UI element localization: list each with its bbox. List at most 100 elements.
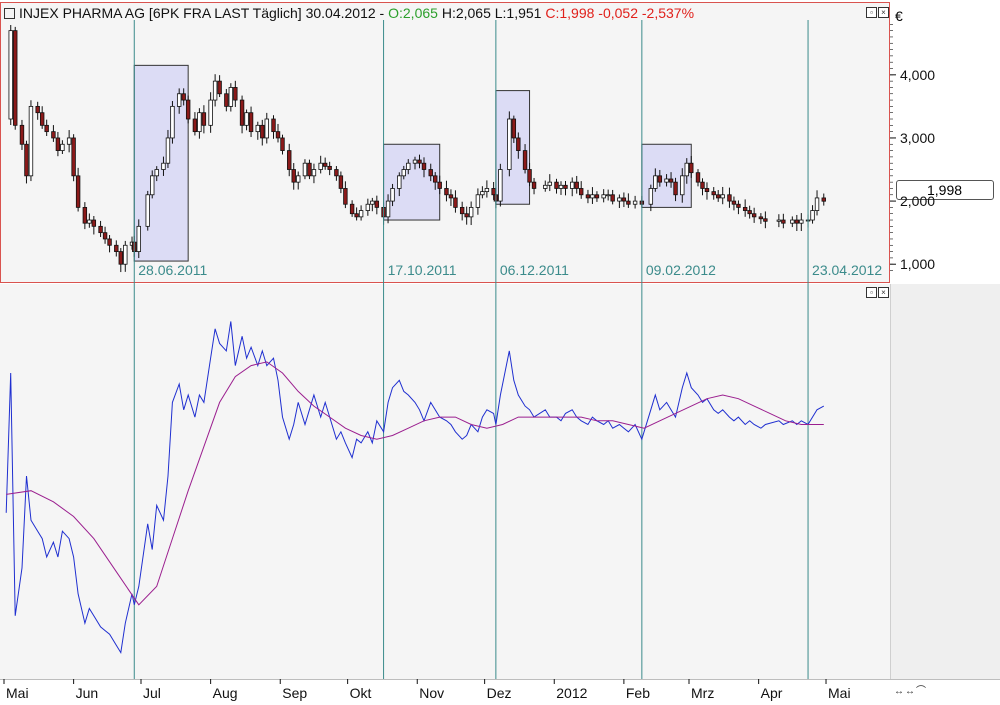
candle: [75, 175, 81, 208]
candle: [680, 175, 685, 196]
currency-label: €: [895, 8, 903, 24]
y-tick-label: 2,000: [900, 193, 935, 209]
candle: [51, 131, 56, 139]
candle: [758, 216, 764, 220]
candle: [185, 99, 191, 120]
candle: [228, 87, 234, 107]
candle: [296, 175, 301, 183]
candle: [55, 137, 61, 151]
candle: [224, 93, 229, 107]
candle: [522, 150, 528, 170]
x-tick-label: Okt: [350, 685, 372, 701]
candle: [711, 191, 716, 196]
candle: [150, 175, 155, 196]
chart-title: INJEX PHARMA AG [6PK FRA LAST Täglich] 3…: [19, 5, 385, 21]
close-value: C:1,998 -0,052 -2,537%: [545, 5, 695, 21]
checkbox-icon[interactable]: [4, 8, 15, 19]
candle: [605, 194, 611, 197]
restore-icon[interactable]: ▫: [866, 287, 877, 298]
candle: [664, 178, 669, 183]
candle: [98, 225, 103, 234]
x-tick-label: Dez: [487, 685, 512, 701]
candle: [201, 112, 207, 126]
candle: [742, 206, 748, 211]
candle: [412, 159, 418, 164]
cycle-date-label: 23.04.2012: [812, 262, 882, 278]
scroll-left-right-icon[interactable]: ↔↔⌒: [894, 686, 927, 697]
candle: [547, 181, 552, 186]
candle: [763, 218, 768, 222]
candle: [695, 172, 701, 183]
candle: [327, 165, 332, 170]
candle: [307, 162, 312, 177]
candle: [814, 197, 820, 211]
y-tick-label: 3,000: [900, 130, 935, 146]
close-icon[interactable]: ×: [878, 7, 889, 18]
candle: [244, 112, 249, 126]
candle: [280, 137, 285, 151]
candle: [233, 87, 238, 101]
candle: [751, 213, 757, 218]
candle: [24, 143, 29, 177]
last-price-badge: 1,998: [896, 180, 994, 200]
candle: [727, 194, 732, 202]
candle: [271, 118, 276, 133]
candle: [437, 181, 442, 189]
candle: [217, 80, 222, 95]
candle: [264, 118, 269, 139]
candle: [287, 150, 292, 170]
candle: [60, 143, 65, 151]
candle: [700, 181, 705, 189]
restore-icon[interactable]: ▫: [866, 7, 877, 18]
candle: [370, 200, 375, 205]
candle: [601, 194, 606, 199]
candle: [468, 206, 474, 218]
open-value: O:2,065: [388, 5, 438, 21]
candle: [181, 93, 186, 101]
candle: [689, 162, 694, 174]
candle: [28, 105, 34, 177]
time-axis: [0, 679, 1000, 705]
candle: [114, 244, 119, 252]
candle: [311, 169, 317, 177]
candle: [102, 232, 108, 240]
candle: [799, 219, 804, 224]
candle: [475, 194, 481, 208]
candle: [716, 194, 721, 199]
candle: [617, 197, 622, 202]
x-tick-label: Jun: [76, 685, 99, 701]
candle: [365, 203, 371, 211]
candle: [668, 178, 674, 183]
candle: [516, 137, 521, 151]
candle: [459, 206, 465, 215]
candle: [574, 181, 579, 189]
candle: [621, 197, 627, 202]
close-icon[interactable]: ×: [878, 287, 889, 298]
candle: [790, 219, 795, 224]
candle: [8, 30, 13, 120]
candle: [354, 213, 359, 218]
candle: [255, 124, 260, 133]
y-tick-label: 4,000: [900, 67, 935, 83]
candle: [397, 175, 402, 189]
candle: [507, 118, 512, 170]
candle: [275, 131, 281, 139]
candle: [385, 200, 391, 218]
candle: [318, 162, 323, 170]
candle: [794, 219, 800, 224]
candle: [35, 105, 40, 114]
oscillator-line: [6, 361, 824, 606]
candle: [66, 137, 72, 145]
candle: [453, 197, 458, 208]
cycle-date-label: 06.12.2011: [500, 262, 569, 278]
candle: [417, 159, 422, 164]
candle: [464, 213, 469, 218]
candle: [498, 169, 503, 202]
candle: [302, 162, 308, 177]
candle: [444, 188, 449, 196]
price-axis: [890, 2, 1000, 283]
oscillator-pane[interactable]: [0, 284, 890, 679]
candle: [260, 124, 265, 139]
candle: [208, 99, 213, 126]
